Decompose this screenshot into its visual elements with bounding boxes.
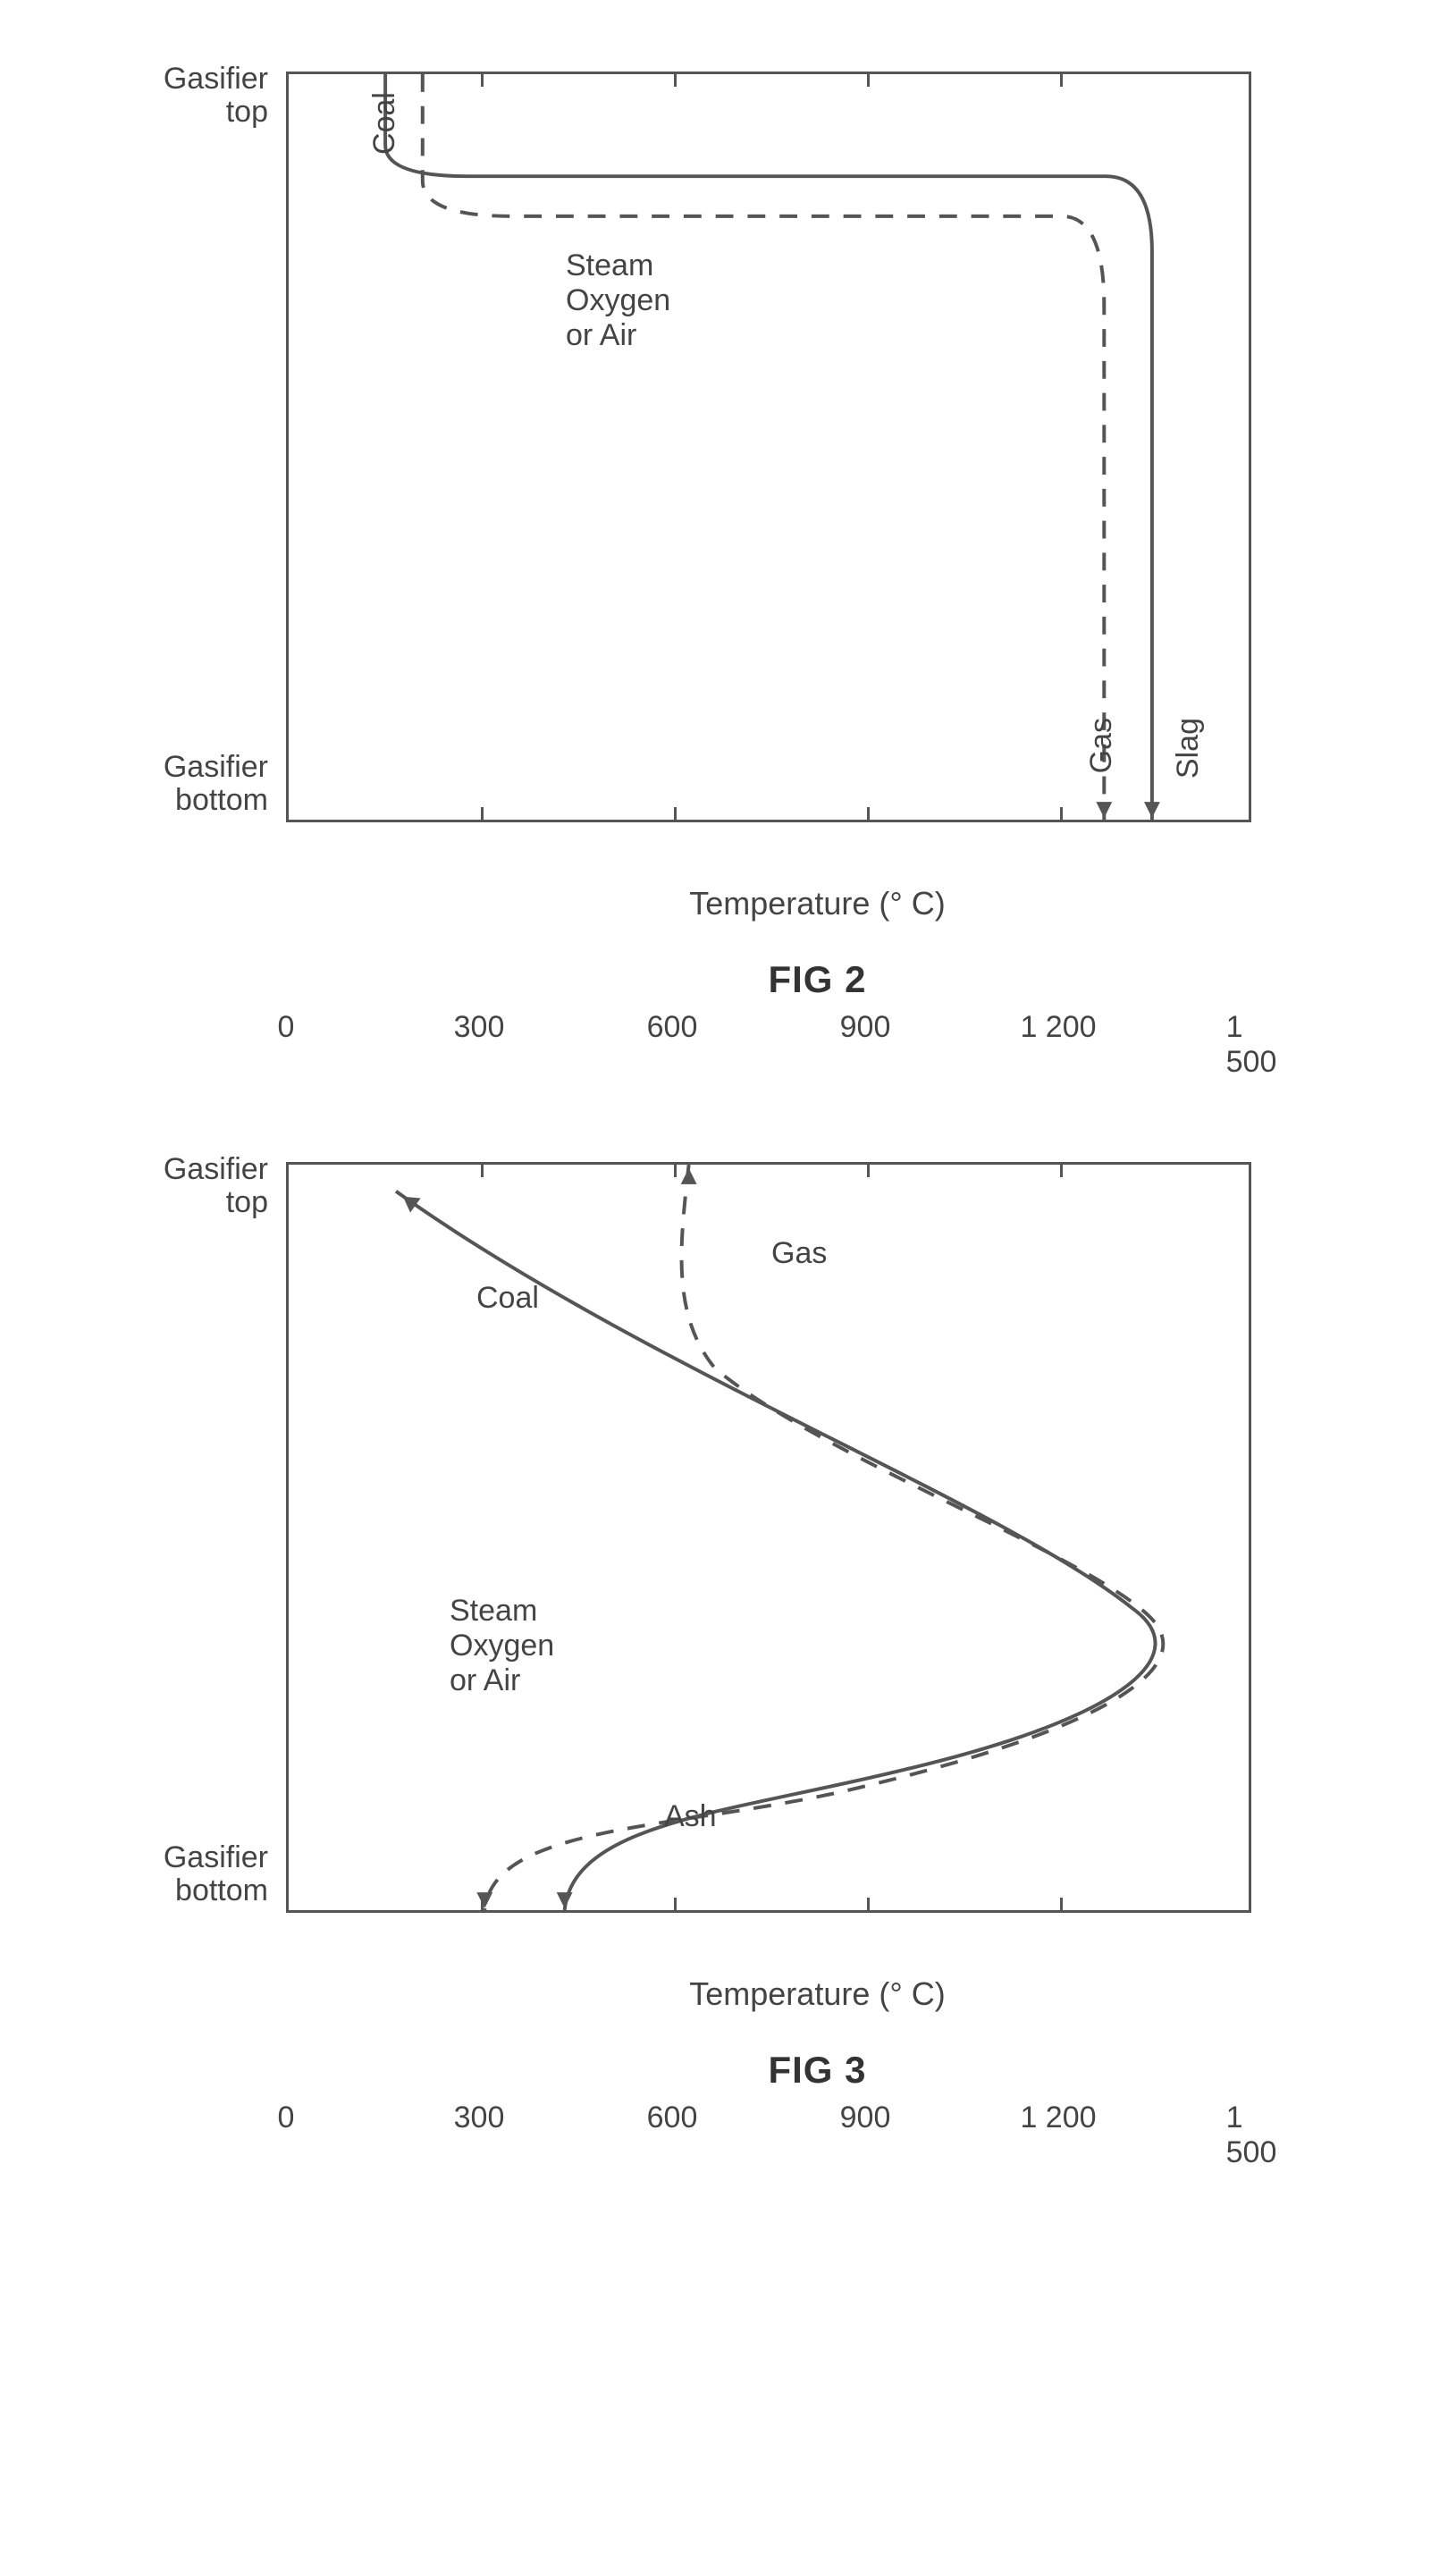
fig2-caption: FIG 2 bbox=[286, 958, 1349, 1001]
x-tick-label: 1 200 bbox=[1020, 2101, 1096, 2135]
fig3-x-axis-title: Temperature (° C) bbox=[286, 1975, 1349, 2013]
x-tick-label: 600 bbox=[647, 2101, 698, 2135]
tick-mark bbox=[481, 807, 484, 820]
fig2-curves-svg bbox=[289, 74, 1249, 820]
fig2-x-axis-title: Temperature (° C) bbox=[286, 885, 1349, 922]
x-tick-label: 900 bbox=[840, 2101, 891, 2135]
x-tick-label: 600 bbox=[647, 1010, 698, 1045]
fig3-caption: FIG 3 bbox=[286, 2049, 1349, 2092]
tick-mark bbox=[1060, 807, 1063, 820]
curve-label: Slag bbox=[1171, 718, 1206, 779]
figure-2: Gasifiertop Gasifierbottom CoalSteamOxyg… bbox=[107, 72, 1349, 1001]
fig3-chart-wrapper: Gasifiertop Gasifierbottom CoalGasSteamO… bbox=[286, 1162, 1349, 2092]
curve-label: Coal bbox=[476, 1281, 539, 1316]
x-tick-label: 300 bbox=[454, 2101, 505, 2135]
x-tick-label: 300 bbox=[454, 1010, 505, 1045]
tick-mark bbox=[1060, 1165, 1063, 1177]
arrow-head bbox=[1096, 802, 1112, 818]
tick-mark bbox=[481, 1165, 484, 1177]
fig2-x-ticks: 03006009001 2001 500 bbox=[286, 1010, 1251, 1046]
dashed-curve bbox=[423, 74, 1105, 820]
solid-curve bbox=[385, 74, 1152, 820]
fig2-y-label-bottom: Gasifierbottom bbox=[107, 751, 268, 818]
fig3-plot-area: Coal Gas SteamOxygenor Air Ash bbox=[286, 1162, 1251, 1913]
arrow-head bbox=[681, 1168, 697, 1184]
x-tick-label: 0 bbox=[278, 1010, 295, 1045]
tick-mark bbox=[481, 1898, 484, 1910]
curve-label: SteamOxygenor Air bbox=[450, 1594, 554, 1698]
x-tick-label: 1 500 bbox=[1226, 2101, 1277, 2170]
tick-mark bbox=[1060, 1898, 1063, 1910]
tick-mark bbox=[674, 807, 677, 820]
tick-mark bbox=[867, 1165, 870, 1177]
tick-mark bbox=[674, 74, 677, 87]
arrow-head bbox=[476, 1892, 492, 1908]
x-tick-label: 900 bbox=[840, 1010, 891, 1045]
tick-mark bbox=[867, 74, 870, 87]
tick-mark bbox=[867, 807, 870, 820]
fig2-chart-wrapper: Gasifiertop Gasifierbottom CoalSteamOxyg… bbox=[286, 72, 1349, 1001]
arrow-head bbox=[1144, 802, 1160, 818]
fig2-plot-area: Coal SteamOxygenor Air Gas Slag bbox=[286, 72, 1251, 822]
x-tick-label: 1 200 bbox=[1020, 1010, 1096, 1045]
fig2-y-label-top: Gasifiertop bbox=[107, 63, 268, 130]
tick-mark bbox=[674, 1165, 677, 1177]
fig3-y-label-top: Gasifiertop bbox=[107, 1153, 268, 1220]
x-tick-label: 1 500 bbox=[1226, 1010, 1277, 1080]
fig3-curves-svg bbox=[289, 1165, 1249, 1910]
fig3-y-label-bottom: Gasifierbottom bbox=[107, 1841, 268, 1908]
arrow-head bbox=[557, 1892, 573, 1908]
x-tick-label: 0 bbox=[278, 2101, 295, 2135]
curve-label: Gas bbox=[1084, 718, 1119, 773]
tick-mark bbox=[1060, 74, 1063, 87]
tick-mark bbox=[674, 1898, 677, 1910]
curve-label: Ash bbox=[664, 1799, 717, 1834]
fig3-x-ticks: 03006009001 2001 500 bbox=[286, 2101, 1251, 2136]
curve-label: SteamOxygenor Air bbox=[566, 248, 670, 353]
figure-3: Gasifiertop Gasifierbottom CoalGasSteamO… bbox=[107, 1162, 1349, 2092]
tick-mark bbox=[481, 74, 484, 87]
dashed-curve bbox=[484, 1165, 1163, 1910]
tick-mark bbox=[867, 1898, 870, 1910]
curve-label: Coal bbox=[367, 92, 402, 155]
curve-label: Gas bbox=[771, 1236, 827, 1271]
